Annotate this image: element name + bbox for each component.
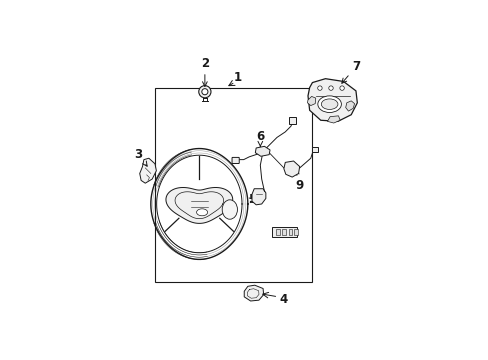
Ellipse shape [196,209,207,216]
Text: 7: 7 [341,60,359,83]
Polygon shape [255,146,269,156]
Bar [288,229,292,235]
Ellipse shape [321,99,337,109]
Polygon shape [284,161,299,177]
Bar [282,229,285,235]
Polygon shape [251,189,265,205]
Text: 6: 6 [256,130,264,147]
Polygon shape [165,188,232,223]
Circle shape [198,86,210,98]
Bar [293,229,297,235]
Text: 4: 4 [279,293,287,306]
Bar [155,87,311,282]
Ellipse shape [317,96,341,112]
Text: 5: 5 [247,193,256,206]
Circle shape [317,86,322,90]
Bar [289,117,296,123]
FancyBboxPatch shape [232,157,239,163]
Circle shape [202,89,207,95]
Polygon shape [140,158,156,183]
Polygon shape [244,285,263,301]
Polygon shape [327,116,340,123]
Polygon shape [307,79,357,121]
Text: 1: 1 [234,71,242,84]
Bar [276,229,279,235]
Text: 2: 2 [201,58,208,86]
Text: 3: 3 [134,148,147,166]
Polygon shape [307,96,315,105]
Ellipse shape [222,200,237,219]
Text: 8: 8 [284,226,291,240]
Bar [272,227,296,237]
Circle shape [339,86,344,90]
Text: 9: 9 [294,170,303,193]
Bar [311,147,317,152]
Polygon shape [345,101,354,111]
Circle shape [328,86,332,90]
